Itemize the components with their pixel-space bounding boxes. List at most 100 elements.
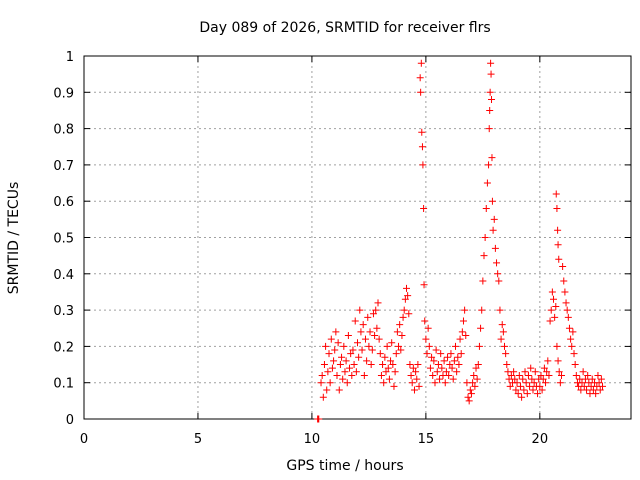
data-point [588,375,596,383]
data-point [513,379,521,387]
x-axis: 0 5 10 15 20 [80,56,548,447]
data-point [455,361,463,369]
data-point [335,386,343,394]
data-point [503,361,511,369]
data-point [377,371,385,379]
data-point [327,335,335,343]
data-point [398,332,406,340]
data-point [392,350,400,358]
data-point [499,328,507,336]
data-point [381,353,389,361]
data-point [338,353,346,361]
data-point [382,368,390,376]
data-point [336,361,344,369]
data-point [380,379,388,387]
x-tick-label: 20 [532,432,549,447]
data-point [472,364,480,372]
y-tick-label: 0.8 [53,123,74,138]
data-point [564,313,572,321]
data-point [453,368,461,376]
data-point [467,390,475,398]
data-point [396,321,404,329]
data-point [448,364,456,372]
data-point [537,371,545,379]
data-point [563,306,571,314]
data-point [539,375,547,383]
data-point [331,346,339,354]
data-point [350,361,358,369]
data-point [349,346,357,354]
data-point [433,368,441,376]
data-point [322,342,330,350]
data-point [551,313,559,321]
data-point [426,364,434,372]
data-point [317,379,325,387]
data-point [542,379,550,387]
data-point [425,342,433,350]
data-point [523,390,531,398]
x-tick-label: 0 [80,432,88,447]
data-point [340,342,348,350]
data-point [431,379,439,387]
data-point [456,335,464,343]
data-point [444,353,452,361]
data-point [318,371,326,379]
y-tick-label: 0.3 [53,304,74,319]
data-point [387,357,395,365]
data-point [339,375,347,383]
data-point [415,382,423,390]
data-point [501,342,509,350]
data-point [406,361,414,369]
data-point [383,342,391,350]
data-point [543,368,551,376]
data-point [578,379,586,387]
data-point [479,277,487,285]
data-point [418,128,426,136]
data-point [366,328,374,336]
data-point [369,310,377,318]
data-point [326,379,334,387]
data-point [522,379,530,387]
data-point [399,313,407,321]
data-point [565,324,573,332]
data-point [412,368,420,376]
data-point [596,386,604,394]
data-point [583,386,591,394]
data-point [324,368,332,376]
data-point [391,368,399,376]
y-axis-title: SRMTID / TECUs [6,182,22,295]
data-point [516,382,524,390]
data-point [342,357,350,365]
y-axis: 0 0.1 0.2 0.3 0.4 0.5 0.6 0.7 0.8 0.9 1 [53,50,631,428]
data-point [434,361,442,369]
data-point [393,328,401,336]
data-point [356,306,364,314]
data-point [334,339,342,347]
data-point [584,371,592,379]
data-point [518,393,526,401]
data-point [510,368,518,376]
data-point [482,204,490,212]
data-point [375,335,383,343]
data-point [441,379,449,387]
data-point [457,350,465,358]
data-point [470,371,478,379]
data-point [485,161,493,169]
data-point [423,350,431,358]
data-point [341,368,349,376]
data-point [589,386,597,394]
data-point [343,379,351,387]
data-point [486,106,494,114]
data-point [368,346,376,354]
data-point [507,371,515,379]
data-point [371,332,379,340]
data-point [420,204,428,212]
data-point [348,371,356,379]
data-point [333,371,341,379]
data-point [545,371,553,379]
data-point [464,393,472,401]
data-point [506,382,514,390]
data-point [401,295,409,303]
data-point [483,179,491,187]
